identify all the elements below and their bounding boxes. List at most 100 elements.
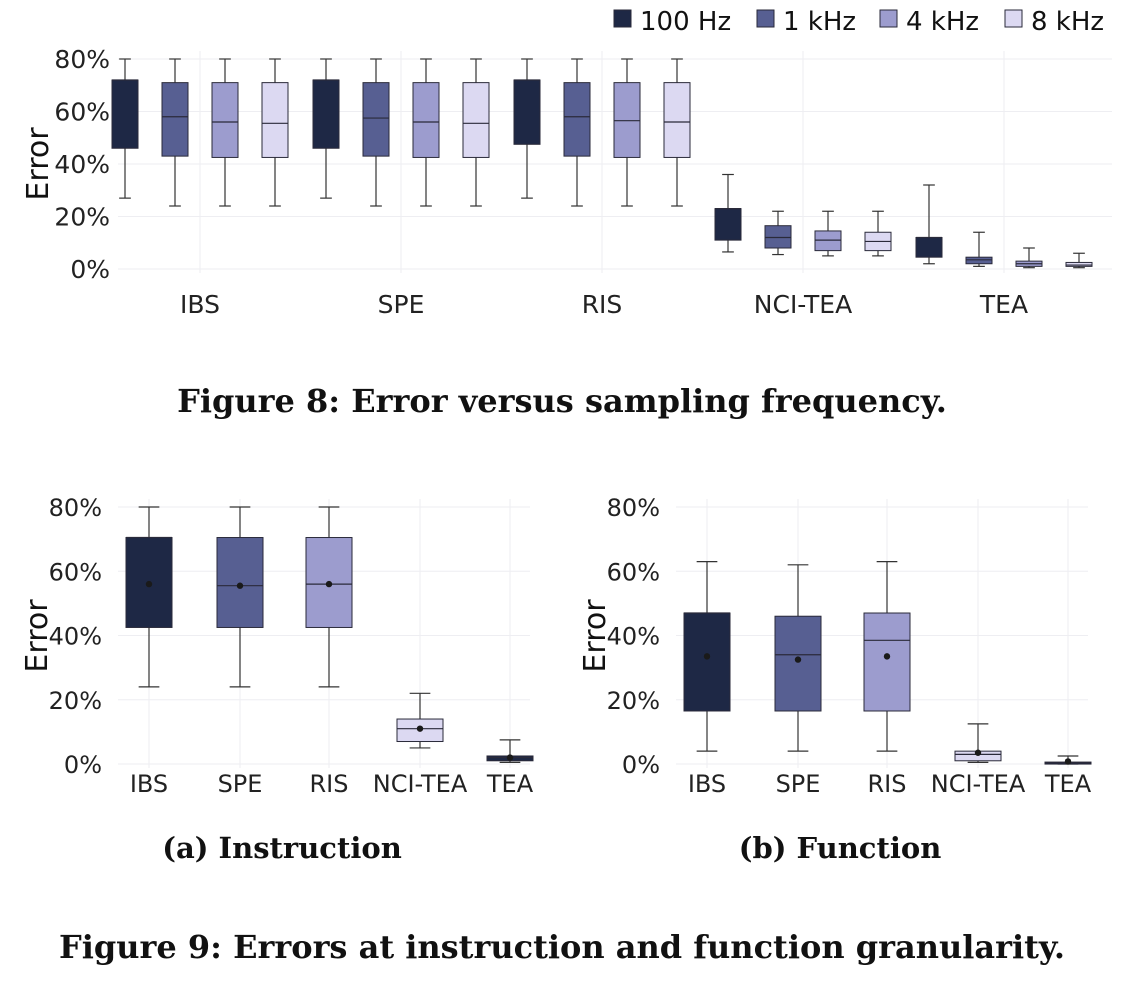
x-category-label: TEA	[486, 770, 534, 798]
figure-9b-subcaption: (b) Function	[739, 831, 942, 865]
figure-8-caption: Figure 8: Error versus sampling frequenc…	[177, 382, 947, 420]
box-iqr	[462, 82, 490, 158]
y-tick-label: 60%	[607, 558, 660, 586]
box-plot	[1044, 755, 1092, 765]
x-category-label: SPE	[218, 770, 263, 798]
box-plot	[863, 561, 911, 752]
y-axis-title: Error	[20, 599, 55, 673]
y-axis-title: Error	[21, 127, 56, 201]
box-plot	[954, 723, 1002, 763]
y-tick-label: 20%	[49, 687, 102, 715]
box-iqr	[513, 79, 541, 145]
box-plot	[216, 506, 264, 688]
legend-label: 8 kHz	[1031, 7, 1104, 37]
box-iqr	[563, 82, 591, 157]
legend: 100 Hz 1 kHz 4 kHz 8 kHz	[613, 7, 1104, 37]
box-iqr	[863, 612, 911, 712]
box-iqr	[764, 225, 792, 249]
box-mean-marker	[506, 754, 514, 761]
box-iqr	[613, 82, 641, 158]
box-plot	[111, 58, 139, 199]
y-tick-label: 60%	[54, 98, 110, 127]
box-mean-marker	[883, 653, 891, 660]
x-category-label: NCI-TEA	[373, 770, 468, 798]
x-category-label: IBS	[130, 770, 168, 798]
legend-swatch	[613, 9, 632, 28]
box-mean-marker	[145, 580, 153, 588]
box-plot	[513, 58, 541, 199]
y-tick-label: 0%	[622, 751, 660, 779]
box-plot	[814, 210, 842, 257]
figure-9-caption: Figure 9: Errors at instruction and func…	[59, 928, 1065, 966]
box-mean-marker	[325, 580, 333, 588]
y-tick-label: 20%	[54, 203, 110, 232]
y-tick-label: 0%	[70, 255, 110, 284]
box-plot	[161, 58, 189, 207]
y-axis-title: Error	[578, 599, 613, 673]
x-category-label: RIS	[868, 770, 907, 798]
box-iqr	[663, 82, 691, 158]
box-plot	[714, 173, 742, 253]
box-plot	[396, 692, 444, 749]
legend-swatch	[756, 9, 775, 28]
box-plot	[613, 58, 641, 207]
y-tick-label: 80%	[54, 45, 110, 74]
figure-8-chart: 0% 20% 40% 60% 80% Error IBS SPE RIS NCI-TEA TEA 10…	[21, 7, 1112, 319]
box-iqr	[261, 82, 289, 158]
box-plot	[261, 58, 289, 207]
x-category-label: NCI-TEA	[931, 770, 1026, 798]
y-tick-label: 40%	[49, 623, 102, 651]
box-plot	[312, 58, 340, 199]
box-iqr	[111, 79, 139, 149]
box-plot	[125, 506, 173, 688]
y-tick-label: 0%	[64, 751, 102, 779]
box-plot	[1065, 252, 1093, 269]
box-mean-marker	[703, 653, 711, 660]
box-iqr	[216, 537, 264, 628]
x-category-label: TEA	[1044, 770, 1092, 798]
box-iqr	[161, 82, 189, 157]
figure-9a-subcaption: (a) Instruction	[162, 831, 402, 865]
box-plot	[663, 58, 691, 207]
box-plot	[211, 58, 239, 207]
box-plot	[915, 184, 943, 265]
x-category-label: IBS	[180, 290, 220, 319]
box-plot	[563, 58, 591, 207]
box-plot	[774, 564, 822, 752]
legend-label: 4 kHz	[906, 7, 979, 37]
box-iqr	[211, 82, 239, 158]
x-category-label: NCI-TEA	[754, 290, 852, 319]
box-iqr	[814, 230, 842, 252]
box-iqr	[915, 237, 943, 258]
legend-swatch	[1004, 9, 1023, 28]
box-mean-marker	[416, 725, 424, 732]
box-iqr	[1065, 261, 1093, 267]
x-category-label: SPE	[776, 770, 821, 798]
box-plot	[462, 58, 490, 207]
y-tick-label: 20%	[607, 687, 660, 715]
y-tick-label: 80%	[49, 494, 102, 522]
legend-label: 100 Hz	[640, 7, 731, 37]
box-iqr	[412, 82, 440, 158]
box-plot	[412, 58, 440, 207]
box-plot	[683, 561, 731, 752]
y-tick-label: 40%	[607, 623, 660, 651]
box-iqr	[683, 612, 731, 712]
x-category-label: RIS	[310, 770, 349, 798]
box-mean-marker	[1064, 758, 1072, 765]
y-tick-label: 80%	[607, 494, 660, 522]
box-plot	[764, 210, 792, 256]
legend-label: 1 kHz	[783, 7, 856, 37]
box-plot	[965, 231, 993, 267]
y-tick-label: 40%	[54, 150, 110, 179]
x-category-label: RIS	[582, 290, 623, 319]
box-iqr	[714, 208, 742, 241]
figure-9a-chart: 0% 20% 40% 60% 80% Error IBS SPE RIS NCI-TEA TEA	[20, 494, 534, 798]
x-category-label: SPE	[378, 290, 425, 319]
box-iqr	[362, 82, 390, 157]
x-category-label: IBS	[688, 770, 726, 798]
box-plot	[362, 58, 390, 207]
y-tick-label: 60%	[49, 558, 102, 586]
box-plot	[864, 210, 892, 257]
